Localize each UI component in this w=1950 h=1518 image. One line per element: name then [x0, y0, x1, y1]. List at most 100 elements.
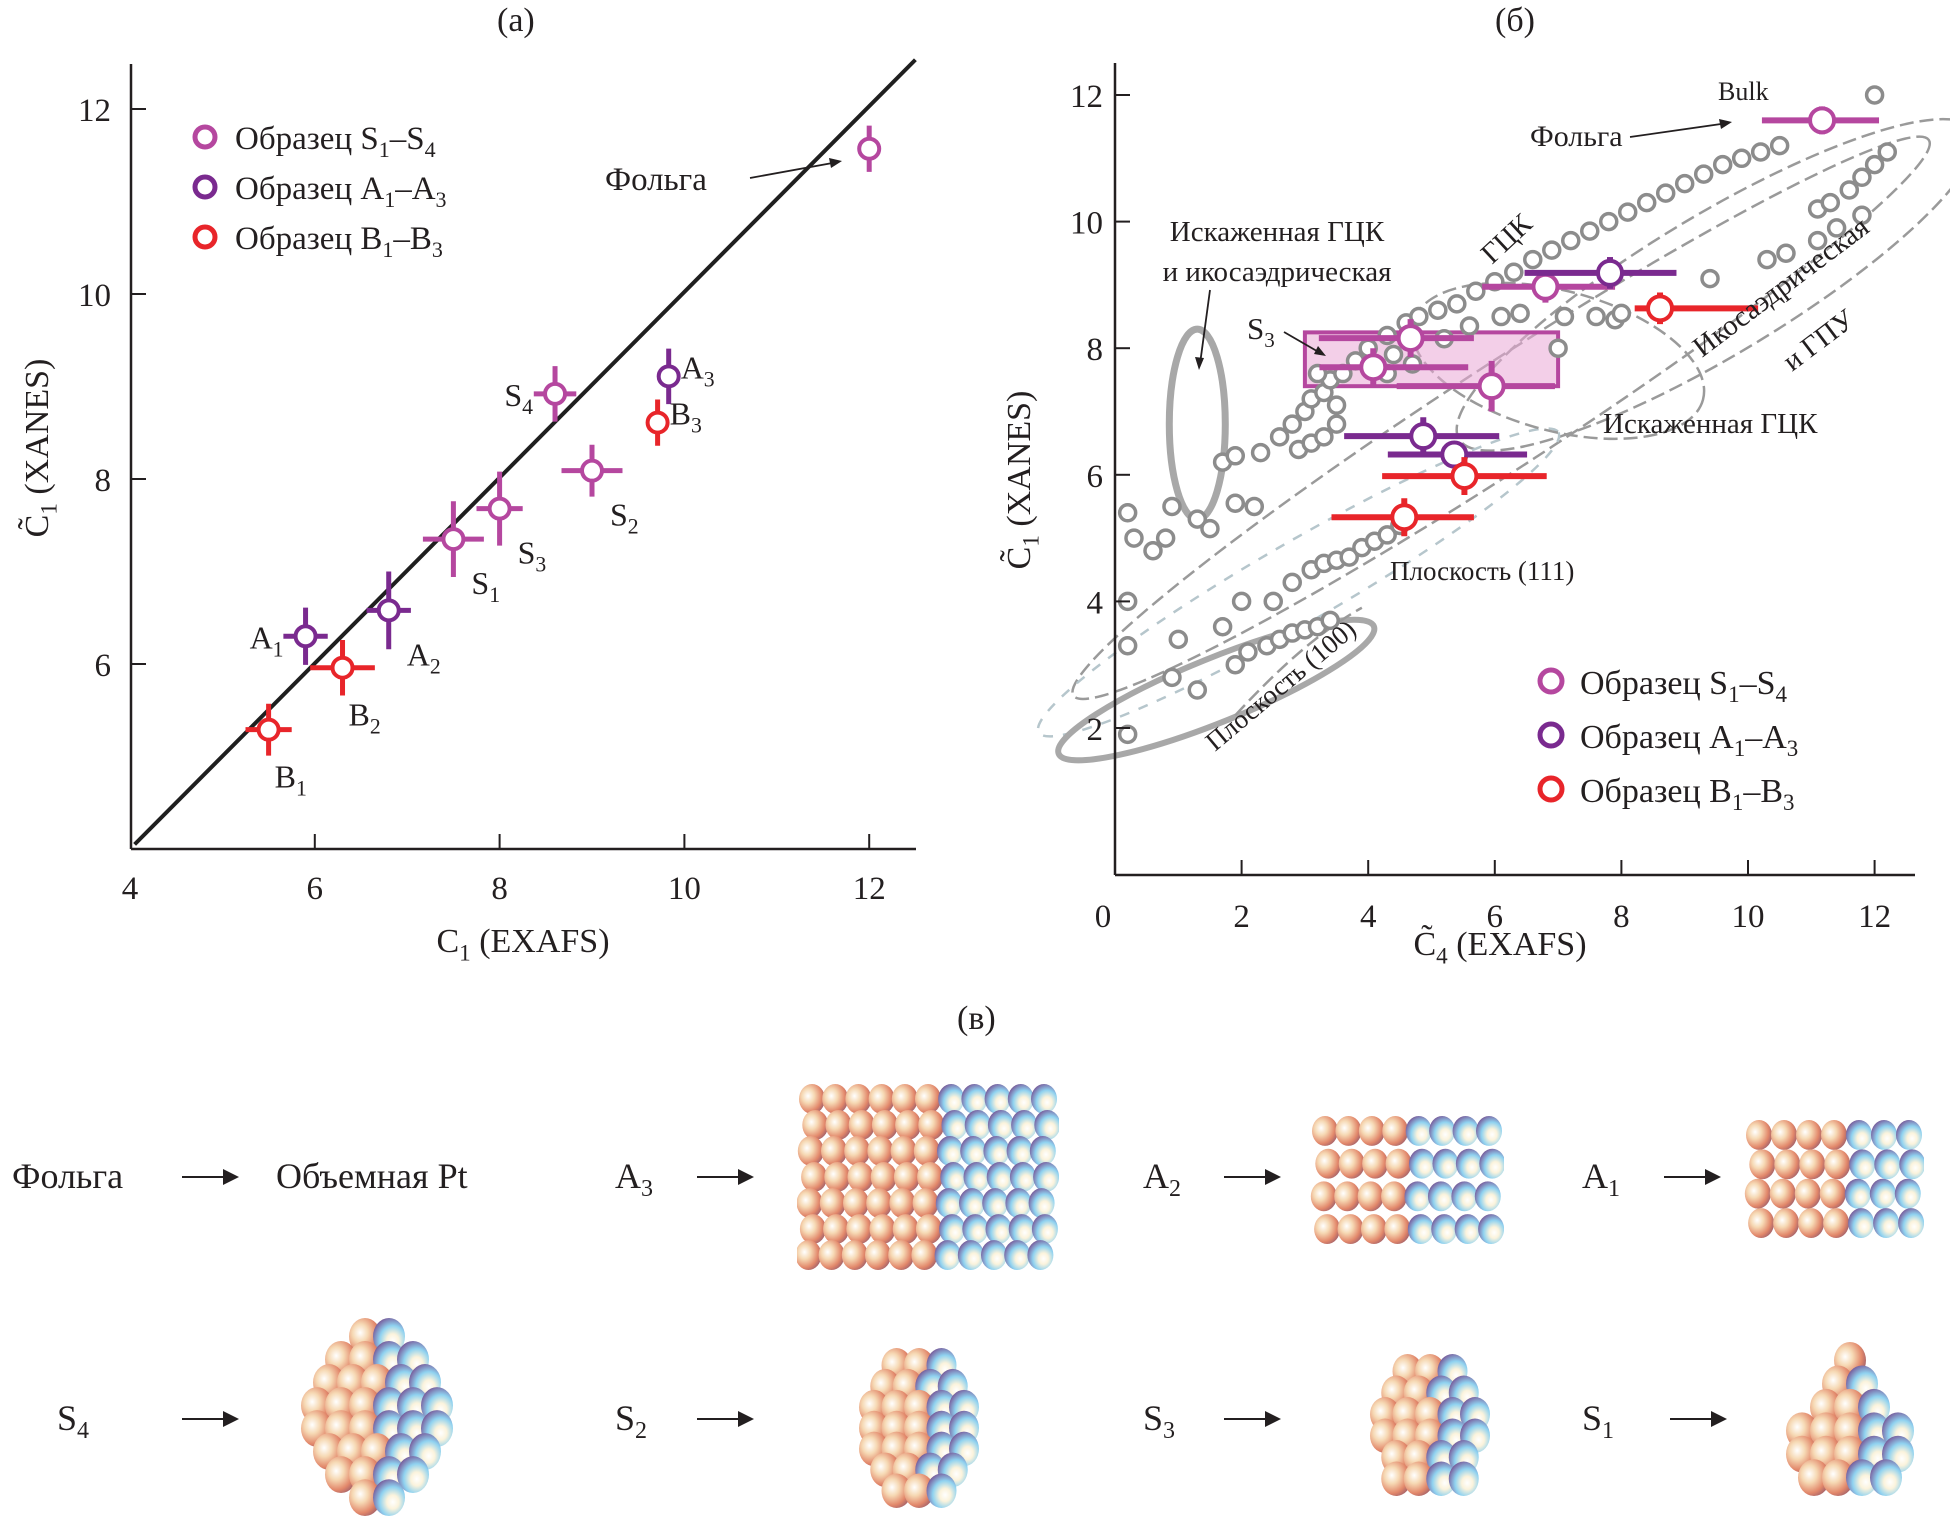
simulated-point — [1877, 142, 1898, 162]
data-point — [857, 125, 882, 172]
atom — [865, 1240, 891, 1270]
atom — [1899, 1149, 1924, 1180]
plane-100-outline — [1055, 616, 1378, 764]
atom — [1028, 1188, 1055, 1218]
atom — [962, 1214, 989, 1244]
structure-label-s1: S1 — [1582, 1398, 1615, 1444]
x-axis-label: C1 (EXAFS) — [436, 923, 609, 967]
atom — [891, 1084, 918, 1114]
simulated-point — [1466, 281, 1486, 301]
data-point: A1 — [250, 607, 328, 665]
legend-marker — [192, 174, 218, 200]
simulated-point — [1852, 167, 1872, 188]
x-tick-label: 6 — [307, 871, 324, 907]
data-point — [1524, 257, 1677, 289]
data-marker — [580, 458, 604, 483]
panel-c-label: (в) — [957, 1000, 996, 1037]
y-tick-label: 10 — [1070, 206, 1103, 242]
simulated-point — [1225, 654, 1246, 675]
cluster-s1-image — [1786, 1342, 1914, 1496]
atom — [1771, 1120, 1797, 1150]
y-tick-label: 12 — [1070, 79, 1103, 115]
atom — [824, 1162, 851, 1192]
atom — [1448, 1461, 1479, 1496]
simulated-point — [1447, 294, 1467, 314]
simulated-point — [1459, 316, 1480, 336]
data-point — [1319, 348, 1469, 387]
atom — [1403, 1461, 1434, 1496]
atom — [799, 1214, 826, 1244]
arrow-icon — [182, 1169, 239, 1185]
simulated-point — [1807, 230, 1828, 251]
atom — [1898, 1208, 1924, 1238]
data-point — [1761, 106, 1880, 135]
simulated-point — [1326, 414, 1347, 434]
simulated-point — [1655, 183, 1676, 203]
simulated-point — [1776, 243, 1796, 263]
atom — [1451, 1181, 1478, 1212]
data-point — [1387, 440, 1528, 469]
legend-label: Образец S1–S4 — [235, 121, 436, 162]
atom — [841, 1240, 868, 1270]
data-point — [1344, 417, 1500, 456]
chart-a-legend: Образец S1–S4 Образец A1–A3 Образец B1–B3 — [192, 121, 447, 262]
atom — [1385, 1148, 1412, 1179]
legend-label: Образец B1–B3 — [1580, 773, 1795, 815]
atom — [797, 1240, 822, 1270]
atom — [848, 1110, 875, 1140]
cluster-s4-image — [301, 1318, 453, 1516]
foil-annotation-label: Фольга — [605, 162, 707, 198]
arrow-icon — [697, 1411, 754, 1427]
data-marker — [293, 624, 318, 649]
chart-b-simulated-points — [1117, 85, 1898, 745]
chart-b-legend: Образец S1–S4 Образец A1–A3 Образец B1–B3 — [1537, 665, 1798, 815]
arrow-icon — [1224, 1411, 1281, 1427]
chart-a-annotations: Фольга — [605, 158, 842, 198]
icosahedral-hcp-label-line1: Икосаэдрическая — [1687, 211, 1875, 364]
atom — [1029, 1136, 1056, 1166]
atom — [397, 1456, 429, 1493]
atom — [1773, 1208, 1800, 1238]
atom — [1821, 1120, 1847, 1150]
atom — [1452, 1116, 1479, 1146]
legend-marker — [192, 224, 218, 250]
data-marker — [441, 527, 466, 552]
atom — [941, 1110, 968, 1140]
simulated-point — [1820, 192, 1841, 213]
atom — [918, 1110, 945, 1140]
x-tick-label: 4 — [1360, 899, 1377, 935]
atom — [1007, 1084, 1034, 1114]
simulated-point — [1269, 427, 1290, 447]
simulated-point — [1504, 262, 1524, 282]
x-axis-label: C̃4 (EXAFS) — [1413, 924, 1586, 969]
data-marker — [857, 136, 882, 161]
atom — [847, 1162, 874, 1192]
data-marker — [1531, 272, 1560, 301]
atom — [1823, 1208, 1850, 1238]
atom — [1769, 1178, 1796, 1209]
atom — [1009, 1162, 1036, 1192]
simulated-point — [1510, 303, 1530, 324]
simulated-point — [1636, 192, 1657, 213]
atom — [889, 1188, 916, 1218]
arrowhead-icon — [1195, 357, 1204, 370]
atom — [1004, 1240, 1031, 1270]
simulated-point — [1162, 667, 1182, 688]
x-tick-label: 2 — [1233, 899, 1250, 935]
atom — [1455, 1148, 1482, 1179]
structure-label-foil: Фольга — [12, 1156, 124, 1196]
atom — [1749, 1149, 1776, 1180]
point-label: A2 — [407, 636, 441, 678]
simulated-point — [1611, 303, 1632, 324]
atom — [1871, 1120, 1897, 1150]
atom — [1310, 1181, 1337, 1212]
legend-label: Образец A1–A3 — [235, 171, 447, 212]
simulated-point — [1117, 724, 1138, 745]
atom — [963, 1162, 990, 1192]
atom — [1334, 1181, 1361, 1212]
simulated-point — [1864, 85, 1885, 105]
point-label: B1 — [275, 759, 307, 801]
atom — [961, 1084, 988, 1114]
atom — [1409, 1148, 1436, 1179]
arrow-icon — [1670, 1411, 1727, 1427]
